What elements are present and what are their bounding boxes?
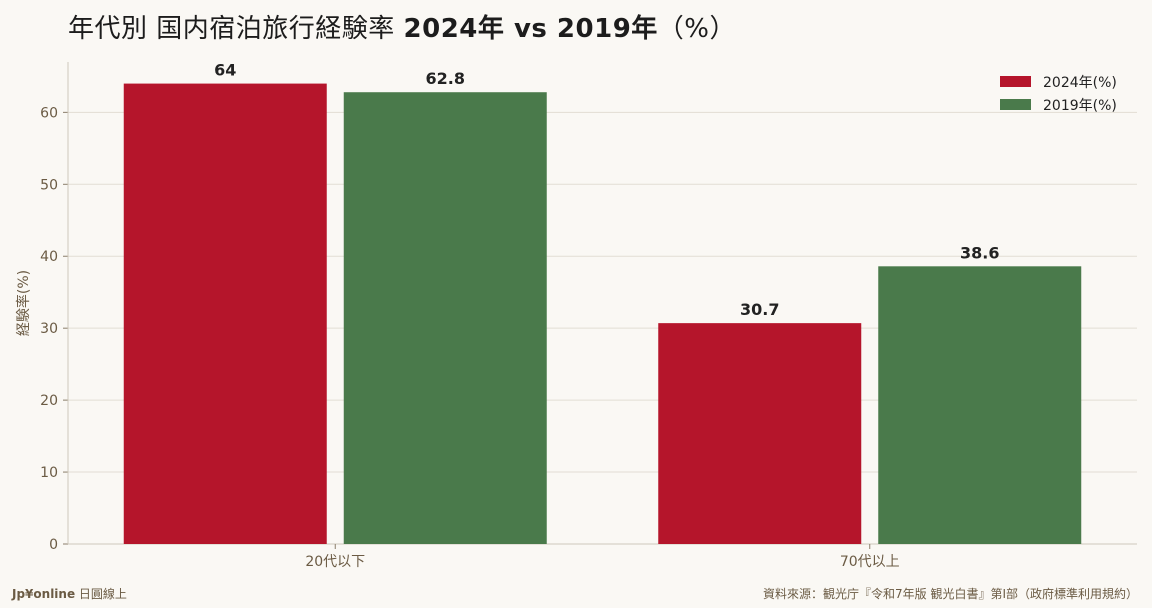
y-tick-label: 60: [40, 105, 58, 121]
footer-brand: Jp¥online 日圓線上: [12, 585, 127, 602]
legend-label: 2024年(%): [1043, 75, 1117, 91]
title-prefix: 年代別 国内宿泊旅行経験率: [68, 14, 404, 44]
data-label: 38.6: [960, 243, 999, 262]
data-label: 62.8: [426, 69, 465, 88]
bar-20代以下-2024年(%): [123, 83, 327, 544]
footer-source: 資料來源：観光庁『令和7年版 観光白書』第I部（政府標準利用規約）: [763, 587, 1138, 601]
y-tick-label: 50: [40, 177, 58, 193]
y-axis-label: 経験率(%): [15, 270, 32, 336]
y-tick-label: 20: [40, 393, 58, 409]
brand-sub: 日圓線上: [75, 587, 127, 601]
data-label: 30.7: [740, 300, 779, 319]
y-tick-label: 40: [40, 249, 58, 265]
y-tick-label: 10: [40, 465, 58, 481]
bar-70代以上-2019年(%): [878, 266, 1082, 544]
y-tick-label: 30: [40, 321, 58, 337]
chart-title: 年代別 国内宿泊旅行経験率 2024年 vs 2019年（%）: [68, 8, 736, 45]
legend-swatch: [1000, 99, 1031, 110]
x-tick-label: 70代以上: [840, 554, 900, 570]
title-years: 2024年 vs 2019年: [403, 14, 658, 44]
bar-70代以上-2024年(%): [658, 323, 862, 544]
data-label: 64: [214, 61, 236, 80]
legend-label: 2019年(%): [1043, 98, 1117, 114]
brand-name: Jp¥online: [12, 587, 76, 601]
legend-swatch: [1000, 76, 1031, 87]
x-tick-label: 20代以下: [305, 554, 365, 570]
bar-20代以下-2019年(%): [343, 92, 547, 544]
y-tick-label: 0: [49, 537, 58, 553]
title-suffix: （%）: [657, 14, 737, 44]
